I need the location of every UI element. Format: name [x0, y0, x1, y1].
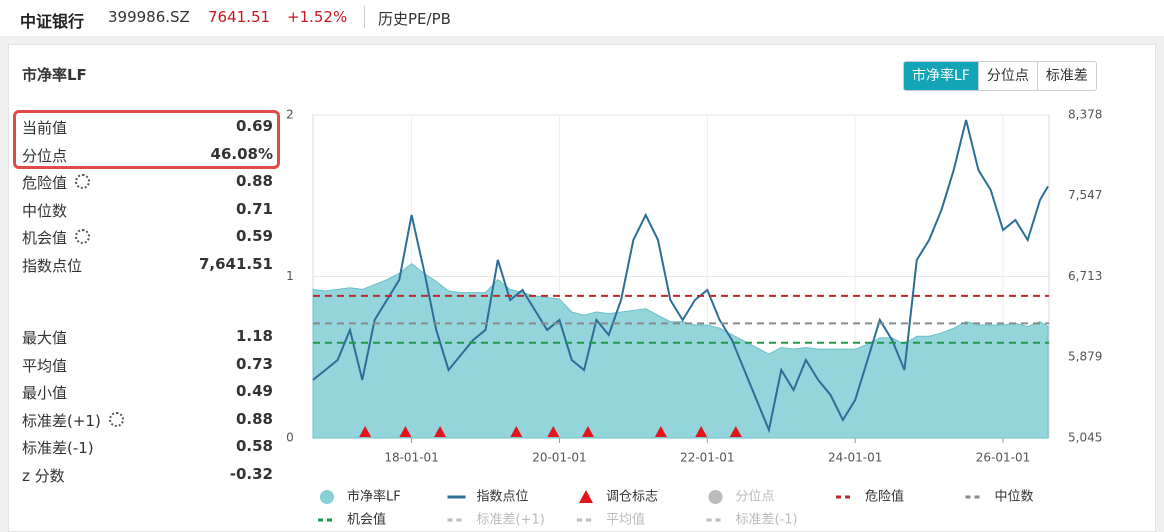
- rebalance-marker: [510, 426, 523, 437]
- stat-row: 指数点位 7,641.51: [22, 255, 273, 279]
- legend-label[interactable]: 平均值: [606, 512, 645, 528]
- tab[interactable]: 市净率LF: [904, 62, 978, 90]
- stat-value: 1.18: [235, 327, 273, 345]
- x-tick-label: 18-01-01: [384, 451, 438, 465]
- panel-title: 市净率LF: [22, 66, 87, 84]
- stat-row: z 分数 -0.32: [22, 465, 273, 489]
- stat-value: 0.71: [235, 199, 273, 218]
- rebalance-marker: [654, 426, 667, 437]
- x-tick-label: 22-01-01: [680, 451, 734, 465]
- stat-value: 7,641.51: [198, 254, 273, 273]
- stat-label: 标准差(+1): [22, 410, 124, 431]
- index-code: 399986.SZ: [108, 8, 190, 26]
- stat-label: 标准差(-1): [22, 439, 94, 457]
- header: 中证银行 399986.SZ 7641.51 +1.52% 历史PE/PB: [0, 0, 1164, 36]
- stat-row: 平均值 0.73: [22, 355, 273, 379]
- y2-tick-label: 6,713: [1068, 269, 1102, 283]
- index-line: [312, 119, 1049, 434]
- stat-row: 中位数 0.71: [22, 200, 273, 224]
- stat-row: 机会值 0.59: [22, 227, 273, 251]
- stat-label: 最大值: [22, 329, 68, 347]
- stat-value: 46.08%: [210, 144, 273, 163]
- change: +1.52%: [287, 8, 348, 26]
- stat-value: 0.69: [235, 117, 273, 135]
- x-tick-label: 24-01-01: [828, 451, 882, 465]
- tab[interactable]: 分位点: [977, 62, 1037, 90]
- settings-icon[interactable]: [108, 411, 124, 427]
- stat-label: 危险值: [22, 172, 91, 193]
- rebalance-marker: [434, 426, 447, 437]
- legend-label[interactable]: 标准差(-1): [736, 513, 798, 528]
- stat-label: 分位点: [22, 146, 68, 165]
- legend-symbol: [320, 490, 334, 504]
- y2-tick-label: 8,378: [1068, 108, 1102, 122]
- stat-row: 最小值 0.49: [22, 382, 273, 406]
- stat-value: 0.73: [235, 354, 273, 373]
- rebalance-marker: [359, 426, 372, 437]
- stat-label: 指数点位: [22, 256, 83, 275]
- stat-value: 0.88: [235, 172, 273, 190]
- settings-icon[interactable]: [75, 229, 91, 244]
- stat-value: 0.59: [235, 227, 273, 245]
- index-name: 中证银行: [20, 12, 85, 31]
- y-tick-label: 1: [286, 269, 294, 283]
- legend-label[interactable]: 中位数: [995, 490, 1034, 505]
- stat-label: 当前值: [22, 119, 68, 137]
- stat-row: 危险值 0.88: [22, 172, 273, 196]
- stat-row: 最大值 1.18: [22, 327, 273, 351]
- rebalance-marker: [729, 426, 742, 437]
- stat-label: z 分数: [22, 466, 65, 485]
- x-tick-label: 20-01-01: [532, 451, 586, 465]
- page-tab[interactable]: 历史PE/PB: [378, 10, 451, 28]
- y2-tick-label: 5,879: [1068, 350, 1102, 364]
- highlight-box: [13, 110, 280, 169]
- legend-symbol: [708, 490, 723, 504]
- legend-label[interactable]: 分位点: [736, 490, 775, 505]
- y2-tick-label: 5,045: [1068, 431, 1102, 445]
- stat-value: 0.88: [235, 409, 273, 428]
- y2-tick-label: 7,547: [1068, 188, 1102, 202]
- legend-label[interactable]: 机会值: [347, 512, 386, 528]
- stat-value: -0.32: [229, 464, 273, 483]
- rebalance-marker: [399, 426, 412, 437]
- legend-label[interactable]: 危险值: [865, 489, 904, 505]
- legend-label[interactable]: 指数点位: [477, 490, 529, 505]
- legend-label[interactable]: 市净率LF: [347, 489, 401, 505]
- stat-value: 0.58: [235, 437, 273, 455]
- rebalance-marker: [695, 426, 708, 437]
- legend-symbol: [579, 490, 593, 503]
- stat-label: 中位数: [22, 201, 68, 220]
- settings-icon[interactable]: [75, 174, 91, 189]
- x-tick-label: 26-01-01: [976, 451, 1030, 465]
- price: 7641.51: [208, 8, 271, 26]
- divider: [364, 6, 365, 28]
- stat-label: 最小值: [22, 384, 68, 402]
- y-tick-label: 2: [286, 108, 294, 122]
- legend-label[interactable]: 标准差(+1): [477, 513, 545, 528]
- rebalance-marker: [547, 426, 560, 437]
- stat-label: 机会值: [22, 227, 91, 248]
- stat-row: 标准差(+1) 0.88: [22, 410, 273, 434]
- stat-value: 0.49: [235, 382, 273, 400]
- tab[interactable]: 标准差: [1036, 62, 1096, 90]
- tab-group: 市净率LF 分位点 标准差: [903, 61, 1097, 91]
- stat-row: 当前值 0.69: [22, 117, 273, 141]
- stat-row: 分位点 46.08%: [22, 145, 273, 169]
- legend-label[interactable]: 调仓标志: [606, 490, 658, 505]
- stat-label: 平均值: [22, 356, 68, 375]
- rebalance-marker: [581, 426, 594, 437]
- stat-row: 标准差(-1) 0.58: [22, 437, 273, 461]
- y-tick-label: 0: [286, 431, 294, 445]
